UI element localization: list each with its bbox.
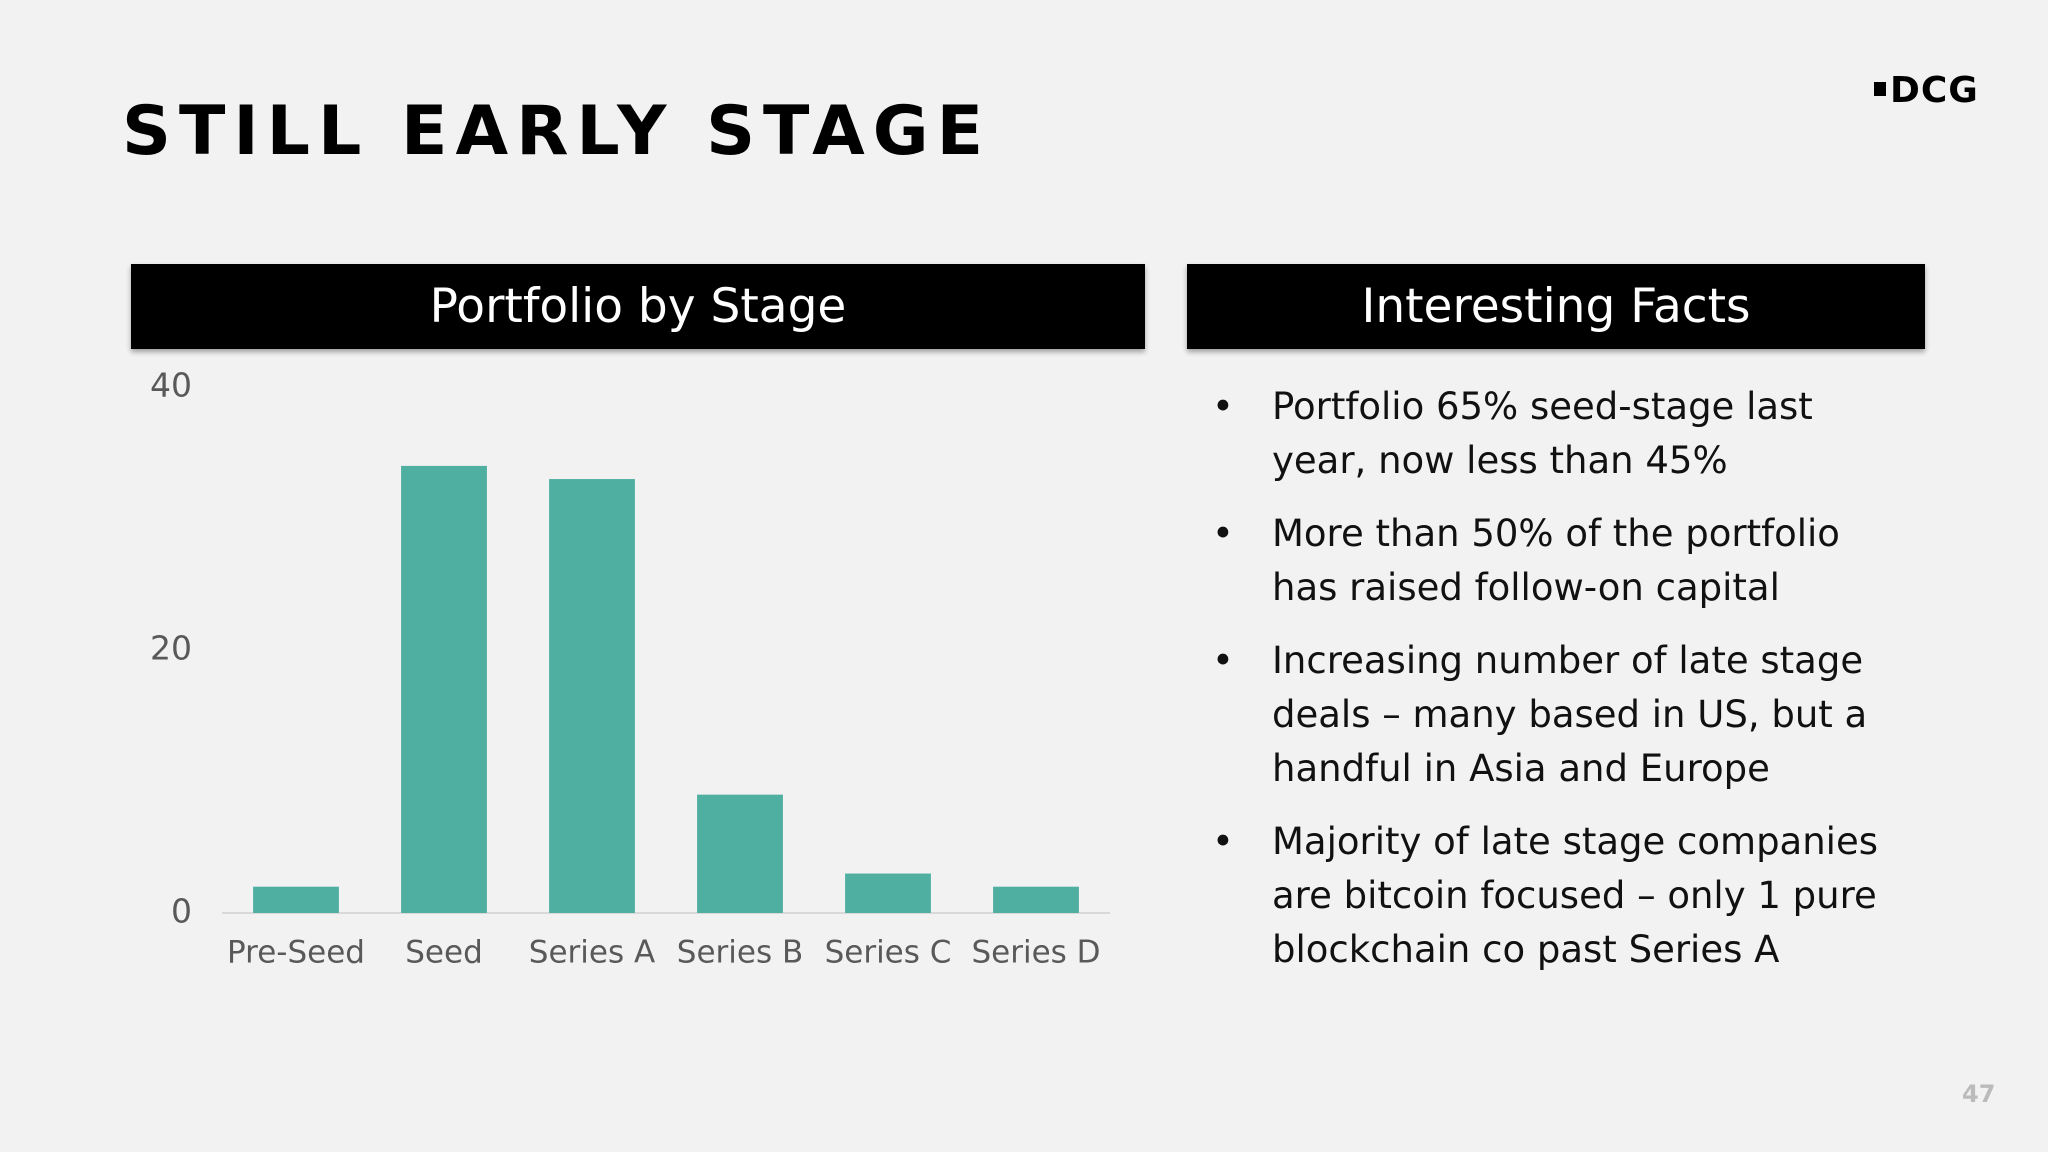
bar (253, 886, 339, 913)
bar (401, 465, 487, 913)
facts-list: Portfolio 65% seed-stage last year, now … (1212, 380, 1912, 996)
x-tick-label: Series C (825, 935, 952, 971)
y-tick-label: 0 (171, 892, 192, 931)
x-tick-label: Series A (529, 935, 655, 971)
x-tick-label: Series B (677, 935, 803, 971)
fact-bullet: Majority of late stage companies are bit… (1212, 815, 1912, 977)
bar (697, 794, 783, 913)
x-tick-label: Pre-Seed (227, 935, 365, 971)
fact-bullet: More than 50% of the portfolio has raise… (1212, 507, 1912, 615)
x-tick-label: Seed (405, 935, 483, 971)
fact-bullet: Portfolio 65% seed-stage last year, now … (1212, 380, 1912, 488)
facts-header: Interesting Facts (1187, 264, 1925, 349)
page-number: 47 (1962, 1080, 1996, 1108)
fact-bullet: Increasing number of late stage deals – … (1212, 634, 1912, 796)
bar (845, 873, 931, 913)
slide-title: STILL EARLY STAGE (122, 92, 992, 171)
logo: DCG (1874, 70, 1979, 111)
bar (549, 479, 635, 913)
y-tick-label: 20 (150, 629, 192, 668)
y-tick-label: 40 (150, 366, 192, 405)
chart-header: Portfolio by Stage (131, 264, 1145, 349)
x-tick-label: Series D (971, 935, 1100, 971)
bar (993, 886, 1079, 913)
